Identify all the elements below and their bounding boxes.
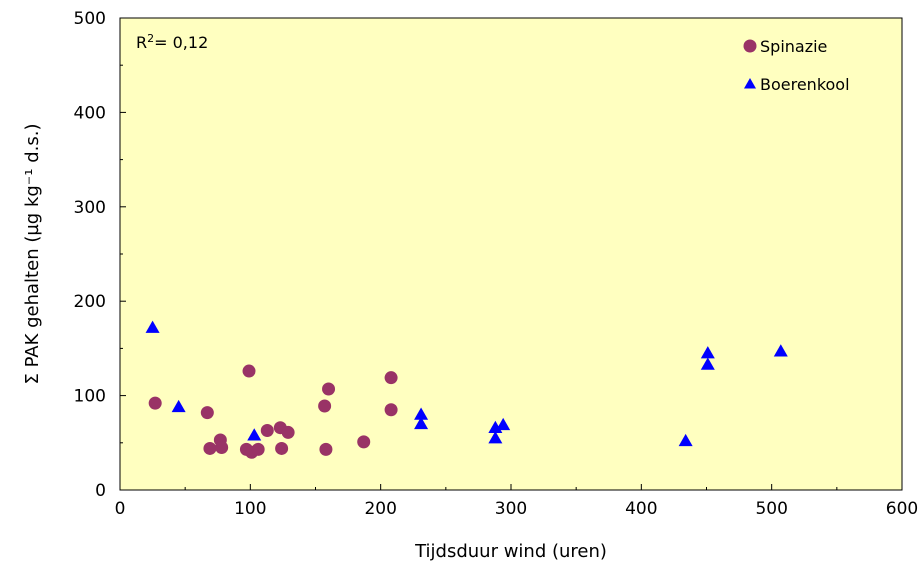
point-boerenkool bbox=[678, 433, 693, 447]
legend-marker-boerenkool bbox=[744, 78, 756, 89]
y-tick-label: 100 bbox=[74, 387, 106, 407]
point-boerenkool bbox=[145, 320, 160, 333]
r-squared-value: = 0,12 bbox=[154, 33, 208, 52]
point-spinazie bbox=[357, 435, 371, 449]
x-tick-label: 600 bbox=[886, 499, 918, 519]
plot-area bbox=[119, 17, 903, 491]
y-axis-title: Σ PAK gehalten (µg kg⁻¹ d.s.) bbox=[22, 123, 43, 384]
point-boerenkool bbox=[414, 416, 429, 430]
y-tick-label: 500 bbox=[74, 9, 106, 29]
r-squared-superscript: 2 bbox=[147, 32, 154, 45]
point-spinazie bbox=[384, 371, 398, 385]
y-axis-ticks: 0 100 200 300 400 500 bbox=[74, 9, 126, 501]
y-tick-label: 200 bbox=[74, 292, 106, 312]
point-boerenkool bbox=[773, 344, 788, 357]
x-axis-title: Tijdsduur wind (uren) bbox=[414, 541, 607, 562]
point-spinazie bbox=[281, 425, 295, 439]
point-boerenkool bbox=[496, 417, 511, 431]
point-boerenkool bbox=[171, 399, 186, 413]
point-spinazie bbox=[275, 441, 289, 455]
point-boerenkool bbox=[488, 431, 503, 444]
point-spinazie bbox=[318, 399, 332, 413]
point-spinazie bbox=[215, 441, 229, 455]
x-tick-label: 100 bbox=[234, 499, 266, 519]
point-spinazie bbox=[384, 403, 398, 417]
r-squared-annotation: R2= 0,12 bbox=[136, 32, 208, 53]
point-spinazie bbox=[251, 442, 265, 456]
point-spinazie bbox=[203, 441, 217, 455]
x-tick-label: 300 bbox=[495, 499, 527, 519]
x-tick-label: 0 bbox=[115, 499, 126, 519]
point-spinazie bbox=[148, 396, 162, 410]
point-spinazie bbox=[319, 442, 333, 456]
x-tick-label: 200 bbox=[364, 499, 396, 519]
y-tick-label: 300 bbox=[74, 198, 106, 218]
point-spinazie bbox=[200, 406, 214, 420]
point-boerenkool bbox=[414, 407, 429, 420]
point-boerenkool bbox=[700, 346, 715, 359]
y-tick-label: 0 bbox=[95, 481, 106, 501]
x-axis-ticks: 0 100 200 300 400 500 600 bbox=[115, 484, 918, 519]
legend-marker-spinazie bbox=[743, 39, 757, 53]
point-boerenkool bbox=[247, 428, 262, 441]
legend-label-spinazie: Spinazie bbox=[760, 37, 827, 56]
point-spinazie bbox=[260, 424, 274, 438]
point-spinazie bbox=[242, 364, 256, 378]
data-points bbox=[145, 320, 788, 459]
x-tick-label: 400 bbox=[625, 499, 657, 519]
y-tick-label: 400 bbox=[74, 103, 106, 123]
legend-label-boerenkool: Boerenkool bbox=[760, 75, 850, 94]
r-squared-prefix: R bbox=[136, 33, 147, 52]
point-boerenkool bbox=[700, 357, 715, 370]
point-spinazie bbox=[322, 382, 336, 396]
x-tick-label: 500 bbox=[755, 499, 787, 519]
legend: Spinazie Boerenkool bbox=[743, 37, 850, 94]
